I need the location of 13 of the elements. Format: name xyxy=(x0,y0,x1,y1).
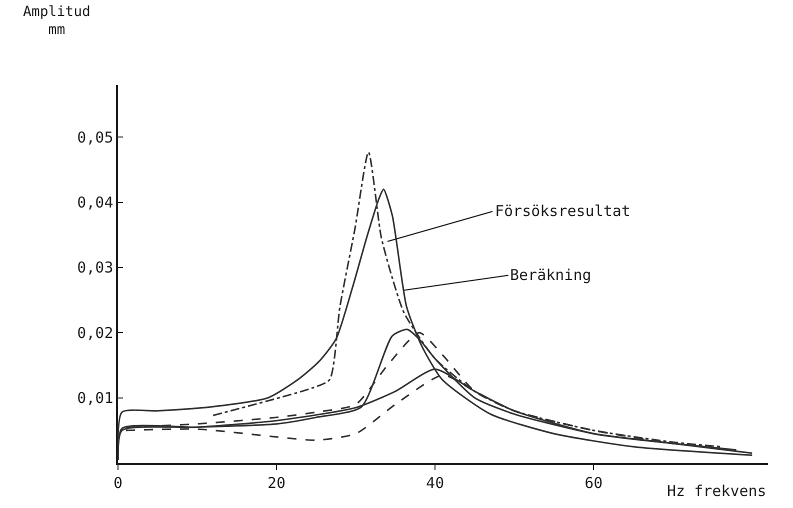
annotation: Beräkning xyxy=(510,266,592,284)
y-tick-label: 0,01 xyxy=(77,389,114,408)
y-tick-label: 0,02 xyxy=(77,324,114,342)
x-tick-label: 0 xyxy=(113,474,123,492)
y-tick-label: 0,04 xyxy=(77,194,114,212)
annotation: Försöksresultat xyxy=(495,202,630,220)
y-tick-label: 0,05 xyxy=(77,128,114,146)
x-tick-label: 40 xyxy=(426,474,444,492)
y-tick-label: 0,03 xyxy=(77,258,114,277)
x-axis-title: Hz frekvens xyxy=(667,482,766,500)
y-axis-title: Amplitud mm xyxy=(23,4,90,38)
x-tick-label: 60 xyxy=(584,474,603,492)
x-tick-label: 20 xyxy=(268,474,286,492)
